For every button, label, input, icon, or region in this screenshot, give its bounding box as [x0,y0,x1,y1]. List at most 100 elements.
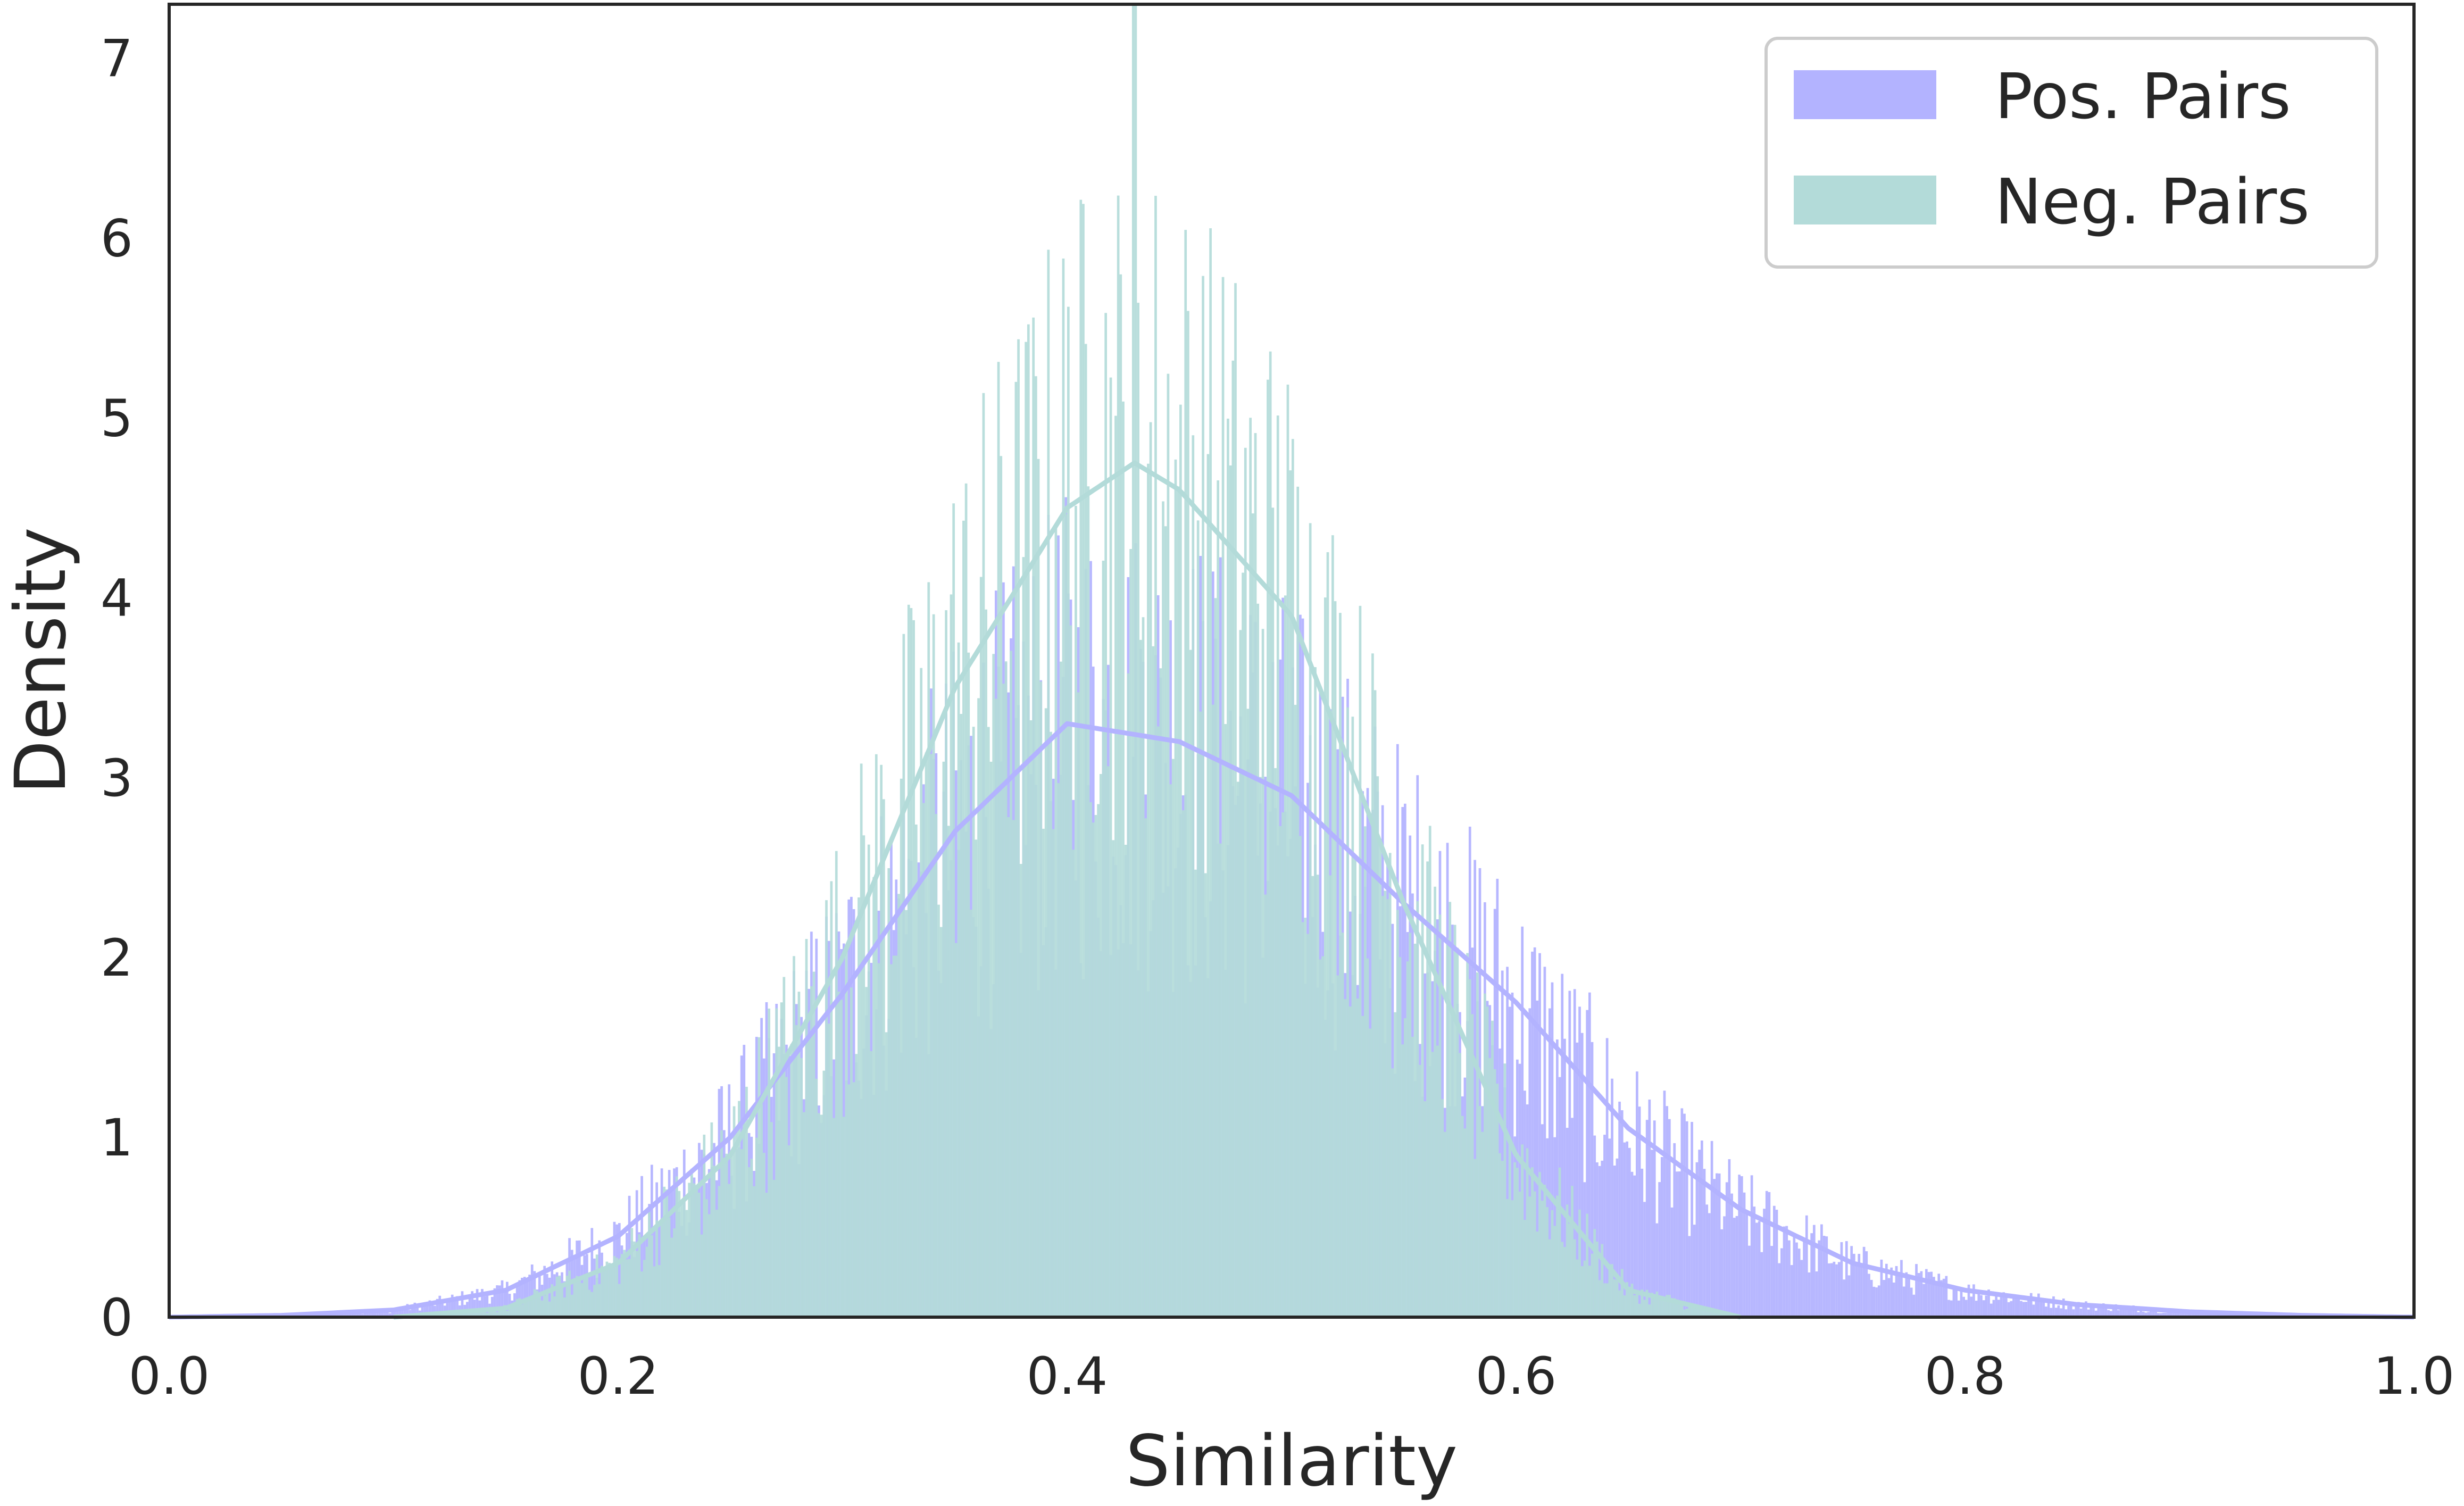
histogram-bar-pos-pairs [1668,1119,1671,1317]
histogram-bar-neg-pairs [812,971,815,1317]
histogram-bar-neg-pairs [1663,1298,1666,1317]
histogram-bar-neg-pairs [1491,1020,1494,1317]
histogram-bar-neg-pairs [1708,1307,1711,1317]
histogram-bar-neg-pairs [1344,999,1347,1317]
histogram-bar-pos-pairs [1718,1173,1721,1317]
histogram-bar-neg-pairs [900,778,903,1317]
histogram-bar-neg-pairs [1269,351,1272,1317]
histogram-bar-neg-pairs [1376,776,1379,1317]
histogram-bar-pos-pairs [1987,1289,1990,1317]
histogram-bar-neg-pairs [1334,601,1337,1317]
histogram-bar-neg-pairs [1131,4,1135,1317]
histogram-bar-pos-pairs [1710,1141,1713,1317]
histogram-bar-pos-pairs [1995,1295,1997,1317]
histogram-bar-neg-pairs [628,1259,631,1317]
histogram-bar-pos-pairs [1563,1038,1566,1317]
histogram-bar-neg-pairs [945,610,947,1317]
histogram-bar-neg-pairs [1568,1224,1571,1317]
histogram-bar-pos-pairs [2050,1308,2053,1317]
histogram-bar-neg-pairs [1144,818,1147,1317]
histogram-bar-neg-pairs [967,652,970,1317]
histogram-bar-neg-pairs [1533,1191,1536,1317]
histogram-bar-neg-pairs [992,654,995,1317]
histogram-bar-pos-pairs [2167,1310,2170,1317]
histogram-bar-neg-pairs [1538,1172,1541,1317]
histogram-bar-pos-pairs [503,1289,506,1317]
histogram-bar-neg-pairs [790,1044,793,1317]
histogram-bar-neg-pairs [546,1289,548,1317]
histogram-bar-neg-pairs [543,1295,546,1317]
histogram-bar-pos-pairs [1997,1300,2000,1317]
histogram-bar-pos-pairs [1947,1300,1950,1317]
histogram-bar-neg-pairs [1528,1196,1531,1317]
histogram-bar-pos-pairs [1933,1277,1935,1317]
histogram-bar-neg-pairs [1685,1308,1688,1317]
histogram-bar-neg-pairs [1064,514,1067,1317]
histogram-bar-pos-pairs [1887,1278,1891,1317]
histogram-bar-pos-pairs [2040,1300,2043,1317]
histogram-bar-pos-pairs [1641,1168,1644,1317]
histogram-bar-neg-pairs [1346,707,1349,1317]
histogram-bar-pos-pairs [1840,1242,1843,1317]
histogram-bar-pos-pairs [2092,1305,2095,1317]
histogram-bar-neg-pairs [1613,1279,1616,1317]
histogram-bar-neg-pairs [852,1082,855,1317]
histogram-bar-pos-pairs [2075,1303,2077,1317]
histogram-bar-neg-pairs [1356,998,1359,1317]
histogram-bar-neg-pairs [1406,961,1409,1317]
histogram-bar-neg-pairs [640,1271,643,1317]
histogram-bar-pos-pairs [1760,1252,1763,1317]
legend-label-neg-pairs: Neg. Pairs [1995,165,2310,238]
histogram-bar-pos-pairs [1660,1156,1663,1317]
histogram-bar-pos-pairs [1573,989,1576,1317]
histogram-bar-pos-pairs [1930,1271,1933,1317]
histogram-bar-neg-pairs [615,1258,618,1317]
y-tick-labels: 0 1 2 3 4 5 6 7 [101,29,133,1347]
histogram-bar-neg-pairs [822,1070,826,1317]
histogram-bar-neg-pairs [910,608,913,1317]
histogram-bar-pos-pairs [446,1300,449,1317]
histogram-bar-pos-pairs [1788,1240,1791,1317]
histogram-bar-pos-pairs [1770,1246,1773,1317]
histogram-bar-neg-pairs [883,799,885,1317]
histogram-bar-pos-pairs [2020,1301,2022,1317]
histogram-bar-pos-pairs [553,1274,556,1317]
histogram-bar-pos-pairs [1633,1175,1636,1317]
histogram-bar-neg-pairs [593,1285,596,1317]
histogram-bar-neg-pairs [1137,303,1139,1317]
histogram-bar-neg-pairs [785,1077,788,1317]
histogram-bar-neg-pairs [481,1308,484,1317]
histogram-bar-neg-pairs [1588,1266,1591,1317]
histogram-bar-neg-pairs [1616,1280,1619,1317]
histogram-bar-pos-pairs [1666,1106,1669,1317]
histogram-bar-neg-pairs [1209,228,1212,1318]
histogram-bar-neg-pairs [1167,373,1170,1317]
histogram-bar-pos-pairs [1680,1108,1684,1317]
histogram-bar-neg-pairs [680,1202,683,1317]
histogram-bar-neg-pairs [1548,1239,1551,1317]
histogram-bar-neg-pairs [630,1228,634,1317]
histogram-bar-neg-pairs [610,1268,613,1317]
histogram-bar-neg-pairs [1119,274,1122,1317]
histogram-bar-pos-pairs [1977,1292,1980,1317]
histogram-bar-neg-pairs [872,877,875,1317]
histogram-bar-pos-pairs [1658,1182,1661,1317]
histogram-bar-pos-pairs [1586,1010,1588,1317]
histogram-bar-pos-pairs [1591,1042,1594,1317]
histogram-bar-pos-pairs [1940,1280,1943,1317]
histogram-bar-neg-pairs [528,1297,531,1317]
histogram-bar-pos-pairs [1922,1284,1925,1317]
histogram-bar-pos-pairs [1561,974,1564,1317]
histogram-bar-neg-pairs [735,1131,738,1317]
histogram-bar-pos-pairs [401,1310,404,1317]
histogram-bar-neg-pairs [1633,1295,1636,1317]
histogram-bar-neg-pairs [922,803,925,1317]
histogram-bar-neg-pairs [825,900,828,1317]
plot-frame [168,3,2416,1319]
histogram-bar-neg-pairs [1109,377,1112,1317]
histogram-bar-neg-pairs [972,727,975,1317]
histogram-bar-pos-pairs [373,1309,377,1317]
histogram-bar-neg-pairs [715,1210,718,1317]
histogram-bar-pos-pairs [1728,1159,1731,1317]
histogram-bar-neg-pairs [590,1292,594,1317]
